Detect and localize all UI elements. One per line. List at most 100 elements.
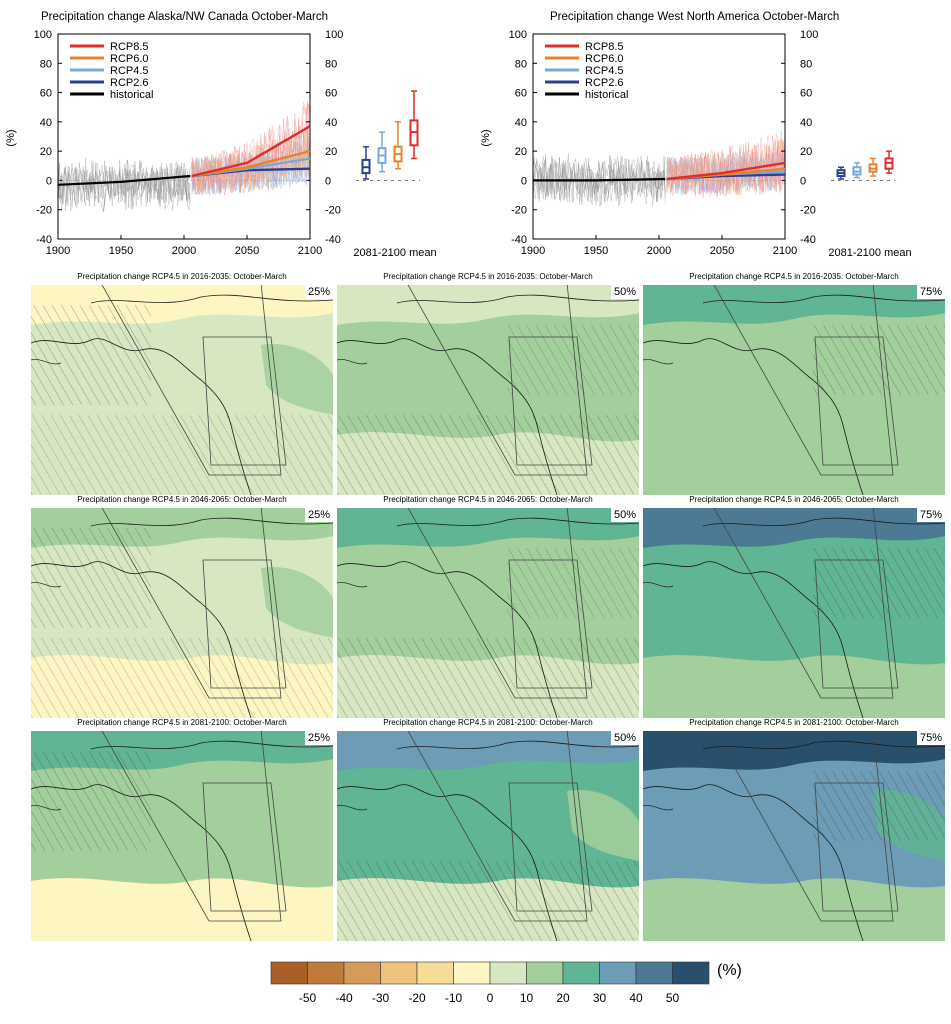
map-region-north	[337, 508, 639, 548]
map-title: Precipitation change RCP4.5 in 2016-2035…	[77, 272, 287, 281]
map-title: Precipitation change RCP4.5 in 2081-2100…	[77, 718, 287, 727]
map-title: Precipitation change RCP4.5 in 2046-2065…	[383, 495, 593, 504]
map-canvas	[337, 285, 639, 495]
colorbar-segment	[599, 961, 637, 985]
projection-mean-line-RCP60	[191, 149, 311, 178]
map-panel: 75%	[643, 508, 945, 718]
percentile-label: 25%	[304, 285, 333, 299]
coastline	[337, 784, 558, 941]
map-region-north	[337, 285, 639, 325]
map-canvas	[31, 731, 333, 941]
map-title: Precipitation change RCP4.5 in 2081-2100…	[689, 718, 899, 727]
colorbar-tick-label: 10	[520, 991, 534, 1005]
north-coastline	[396, 740, 639, 750]
map-title: Precipitation change RCP4.5 in 2046-2065…	[77, 495, 287, 504]
island-outline	[337, 805, 368, 811]
percentile-label: 50%	[610, 285, 639, 299]
significance-hatching	[813, 548, 945, 618]
colorbar-segment	[635, 961, 673, 985]
coastline	[337, 338, 558, 495]
y-tick-label-right: 20	[800, 146, 812, 158]
region-box-wna	[202, 336, 287, 466]
region-box-alaska	[713, 731, 894, 922]
y-tick-label-right: -20	[325, 205, 341, 217]
y-tick-label: 0	[521, 175, 527, 187]
x-tick-label: 1900	[521, 245, 545, 257]
x-tick-label: 2100	[773, 245, 797, 257]
percentile-label: 75%	[916, 731, 945, 745]
y-tick-label-right: 40	[800, 117, 812, 129]
y-tick-label-right: 0	[800, 175, 806, 187]
significance-hatching	[813, 771, 945, 841]
y-tick-label-right: 80	[325, 58, 337, 70]
y-tick-label: 60	[515, 88, 527, 100]
colorbar-tick-label: 40	[629, 991, 643, 1005]
historical-member-line	[532, 156, 666, 206]
y-tick-label: -20	[36, 205, 52, 217]
projection-member-line	[191, 102, 311, 194]
map-panel: 75%	[643, 731, 945, 941]
map-region-south	[643, 655, 945, 718]
historical-member-line	[532, 155, 666, 205]
map-canvas	[31, 285, 333, 495]
coastline	[643, 784, 864, 941]
mean-label: 2081-2100 mean	[353, 247, 436, 259]
map-title: Precipitation change RCP4.5 in 2081-2100…	[383, 718, 593, 727]
coastline	[31, 338, 252, 495]
legend-label: historical	[110, 89, 153, 101]
map-region-south	[643, 878, 945, 941]
ts-title: Precipitation change Alaska/NW Canada Oc…	[41, 11, 329, 23]
significance-hatching	[813, 325, 945, 395]
y-tick-label-right: -20	[800, 205, 816, 217]
north-coastline	[702, 294, 945, 304]
region-box-alaska	[101, 285, 282, 476]
significance-hatching	[507, 325, 639, 395]
y-tick-label: 20	[515, 146, 527, 158]
projection-mean-line-RCP85	[191, 125, 311, 178]
island-outline	[643, 582, 674, 588]
significance-hatching	[31, 528, 151, 628]
percentile-label: 50%	[610, 508, 639, 522]
y-tick-label: 20	[40, 146, 52, 158]
y-tick-label-right: 80	[800, 58, 812, 70]
percentile-label: 50%	[610, 731, 639, 745]
map-canvas	[337, 508, 639, 718]
colorbar-tick-label: 50	[666, 991, 680, 1005]
colorbar-segment	[453, 961, 491, 985]
map-panel: 50%	[337, 508, 639, 718]
plot-frame	[57, 33, 311, 240]
island-outline	[643, 805, 674, 811]
historical-mean-line	[57, 174, 191, 186]
region-box-alaska	[713, 285, 894, 476]
projection-mean-line-RCP85	[666, 161, 786, 181]
map-panel: 50%	[337, 285, 639, 495]
region-box-alaska	[407, 285, 588, 476]
significance-hatching	[31, 751, 151, 851]
region-box-alaska	[713, 508, 894, 699]
region-box-alaska	[407, 508, 588, 699]
y-tick-label-right: 20	[325, 146, 337, 158]
x-tick-label: 1950	[109, 245, 133, 257]
map-canvas	[337, 731, 639, 941]
map-title: Precipitation change RCP4.5 in 2016-2035…	[689, 272, 899, 281]
colorbar-tick-label: -10	[445, 991, 463, 1005]
colorbar-segment	[562, 961, 600, 985]
map-region-east	[261, 567, 333, 638]
north-coastline	[396, 294, 639, 304]
map-canvas	[643, 285, 945, 495]
percentile-label: 75%	[916, 285, 945, 299]
island-outline	[337, 359, 368, 365]
north-coastline	[90, 517, 333, 527]
map-panel: 25%	[31, 285, 333, 495]
map-panel: 25%	[31, 731, 333, 941]
map-region-east	[567, 790, 639, 861]
y-tick-label: 100	[509, 29, 527, 41]
plot-frame	[532, 33, 786, 240]
legend-label: RCP8.5	[110, 41, 149, 53]
y-axis-label: (%)	[5, 129, 17, 146]
percentile-label: 25%	[304, 508, 333, 522]
north-coastline	[702, 740, 945, 750]
map-region-north	[643, 285, 945, 325]
